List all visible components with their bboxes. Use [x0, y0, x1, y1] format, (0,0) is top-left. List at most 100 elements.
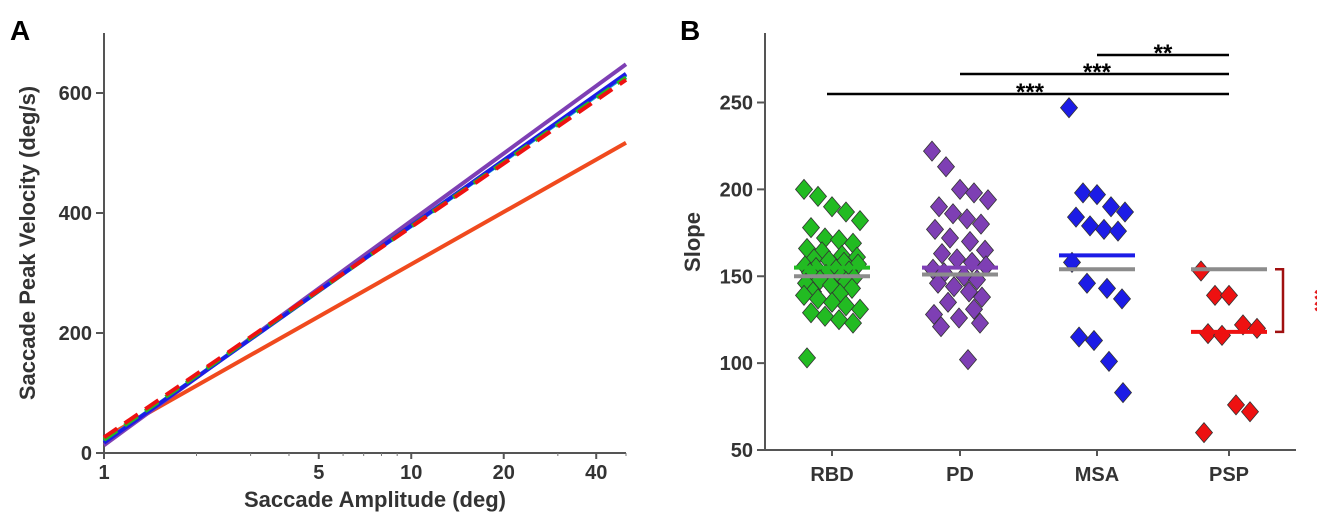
- panel-b-point: [1084, 329, 1104, 352]
- panel-b-point: [1240, 401, 1260, 423]
- panel-b-point: [815, 305, 835, 327]
- panel-b-category-label: RBD: [810, 464, 853, 486]
- panel-b-point: [931, 316, 951, 338]
- panel-b-point: [822, 196, 842, 218]
- panel-b-point: [928, 272, 948, 294]
- panel-b-point: [964, 182, 984, 204]
- panel-b-point: [1069, 326, 1089, 348]
- panel-b-point: [797, 347, 817, 369]
- panel-a-y-tick-label: 0: [81, 443, 92, 465]
- panel-b-point: [1101, 196, 1121, 218]
- panel-b-point: [822, 291, 842, 313]
- panel-a-x-tick-label: 5: [313, 462, 324, 484]
- panel-a-x-tick-label: 1: [98, 462, 109, 484]
- panel-b-point: [850, 210, 870, 232]
- panel-b-point: [958, 349, 978, 371]
- panel-b-point: [1226, 394, 1246, 416]
- panel-a-lines: [102, 62, 628, 447]
- panel-b-point: [1099, 350, 1119, 373]
- panel-a-letter: A: [10, 15, 30, 46]
- panel-b-point: [1087, 183, 1107, 206]
- panel-b-point: [1247, 317, 1267, 339]
- panel-b-point: [957, 208, 977, 230]
- panel-b-y-tick-label: 100: [720, 353, 753, 375]
- panel-b-point: [971, 213, 991, 235]
- panel-b-point: [1112, 288, 1132, 310]
- panel-b-point: [808, 288, 828, 310]
- panel-b-point: [836, 295, 856, 317]
- panel-b-point: [836, 201, 856, 223]
- panel-b-point: [1205, 284, 1225, 306]
- panel-b-point: [1066, 206, 1086, 228]
- panel-b-significance-label: **: [1154, 40, 1173, 67]
- panel-b-point: [829, 309, 849, 331]
- panel-b-point: [932, 243, 952, 265]
- panel-b-point: [970, 312, 990, 334]
- panel-b-point: [943, 203, 963, 225]
- panel-b-means: [794, 253, 1267, 334]
- panel-a-x-tick-label: 40: [585, 462, 607, 484]
- panel-b-point: [794, 178, 814, 200]
- panel-b-point: [1212, 324, 1232, 346]
- panel-b-significance-label: ***: [1083, 59, 1112, 86]
- panel-a-x-tick-label: 20: [493, 462, 515, 484]
- panel-b-point: [1073, 182, 1093, 204]
- panel-b-point: [801, 302, 821, 324]
- panel-b-point: [829, 229, 849, 251]
- panel-a-series-line: [102, 78, 628, 440]
- panel-b-point: [938, 291, 958, 313]
- panel-b-point: [936, 156, 956, 178]
- panel-a-x-axis-label: Saccade Amplitude (deg): [244, 487, 506, 512]
- panel-a-x-tick-label: 10: [400, 462, 422, 484]
- panel-b-point: [1094, 218, 1114, 240]
- panel-a-y-tick-label: 600: [59, 83, 92, 105]
- panel-b-letter: B: [680, 15, 700, 46]
- panel-b-point: [843, 312, 863, 334]
- panel-b-point: [794, 284, 814, 306]
- panel-b-significance: **********: [827, 40, 1317, 334]
- panel-b-y-tick-label: 150: [720, 266, 753, 288]
- panel-b-point: [922, 140, 942, 162]
- panel-b-point: [978, 189, 998, 211]
- panel-b-point: [940, 227, 960, 249]
- panel-b-point: [929, 196, 949, 218]
- panel-b-point: [949, 307, 969, 329]
- panel-b-x-ticks: RBD PD MSA PSP: [810, 450, 1249, 486]
- panel-b-point: [972, 286, 992, 308]
- panel-a-series-line: [102, 72, 628, 445]
- panel-b-y-axis-label: Slope: [680, 212, 705, 272]
- panel-b-point: [1080, 215, 1100, 237]
- panel-b-point: [944, 276, 964, 298]
- panel-b-psp-bracket: [1275, 268, 1285, 334]
- panel-b-point: [1194, 422, 1214, 444]
- panel-b-point: [850, 298, 870, 320]
- panel-a: A 0 200 400 600 1 5 10 20 40 Saccade Amplitude …: [10, 15, 628, 512]
- panel-a-x-ticks: 1 5 10 20 40: [98, 453, 627, 484]
- panel-b-point: [1108, 220, 1128, 242]
- panel-b-y-tick-label: 50: [731, 440, 753, 462]
- panel-b-point: [964, 298, 984, 320]
- panel-b-point: [1115, 201, 1135, 223]
- panel-b-point: [801, 216, 821, 239]
- panel-a-y-tick-label: 400: [59, 203, 92, 225]
- panel-b-point: [1059, 97, 1079, 119]
- panel-b-point: [1113, 382, 1133, 404]
- panel-b-point: [1219, 284, 1239, 306]
- panel-a-y-tick-label: 200: [59, 323, 92, 345]
- panel-a-y-axis-label: Saccade Peak Velocity (deg/s): [15, 86, 40, 400]
- panel-b-y-tick-label: 250: [720, 93, 753, 115]
- panel-b-significance-label: ***: [1016, 79, 1045, 106]
- panel-b-category-label: PSP: [1209, 464, 1249, 486]
- panel-b-point: [960, 230, 980, 253]
- panel-b-point: [950, 178, 970, 200]
- panel-b-category-label: PD: [946, 464, 974, 486]
- panel-b-point: [1077, 272, 1097, 294]
- panel-b-y-tick-label: 200: [720, 179, 753, 201]
- panel-b-point: [925, 218, 945, 240]
- panel-b-category-label: MSA: [1075, 464, 1119, 486]
- panel-a-y-ticks: 0 200 400 600: [59, 83, 104, 465]
- panel-b-psp-significance-label: **: [1298, 289, 1317, 313]
- panel-b-point: [1097, 277, 1117, 300]
